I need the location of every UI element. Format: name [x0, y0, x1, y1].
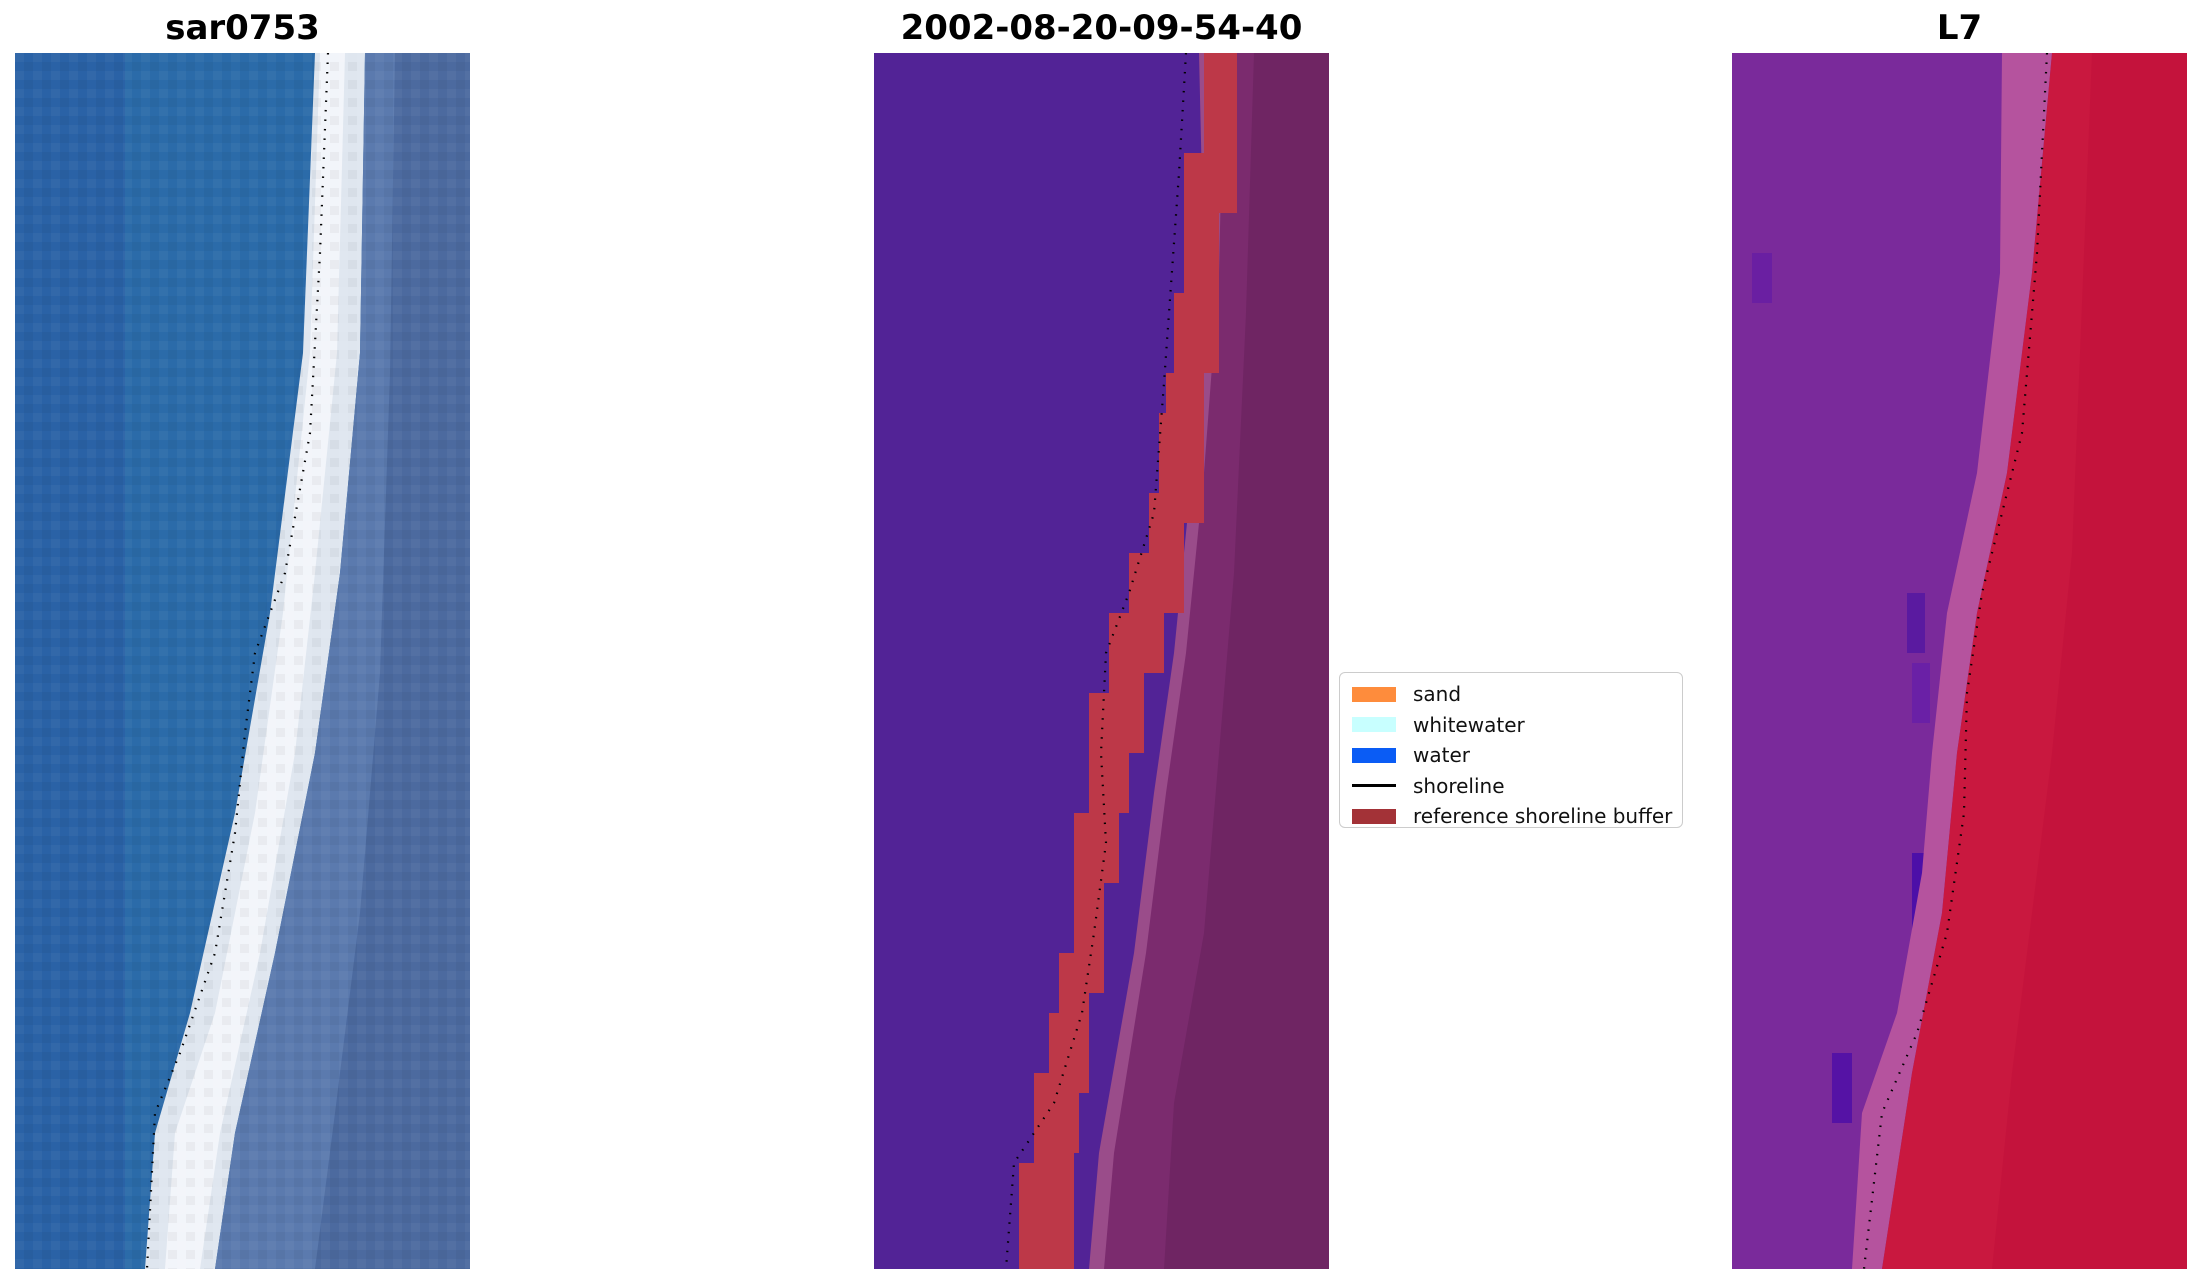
legend-label: water — [1413, 743, 1470, 768]
rgb-image — [15, 53, 470, 1269]
legend-item-shoreline: shoreline — [1352, 771, 1670, 802]
legend-item-water: water — [1352, 740, 1670, 771]
legend-item-whitewater: whitewater — [1352, 710, 1670, 741]
classified-image-panel — [874, 53, 1329, 1269]
index-image-panel — [1732, 53, 2187, 1269]
panel-title-index: L7 — [1936, 8, 1983, 48]
index-image — [1732, 53, 2187, 1269]
panel-title-rgb: sar0753 — [165, 8, 320, 48]
panel-title-date: 2002-08-20-09-54-40 — [900, 8, 1303, 48]
classified-image — [874, 53, 1329, 1269]
legend-swatch-water — [1352, 747, 1396, 763]
legend-label: sand — [1413, 682, 1462, 707]
legend-label: reference shoreline buffer — [1413, 804, 1673, 829]
legend-label: shoreline — [1413, 773, 1505, 798]
legend-swatch-shoreline — [1352, 784, 1396, 788]
legend-item-reference-buffer: reference shoreline buffer — [1352, 801, 1673, 832]
legend-swatch-reference-buffer — [1352, 808, 1396, 824]
rgb-image-panel — [15, 53, 470, 1269]
legend: sand whitewater water shoreline referenc… — [1339, 672, 1683, 828]
legend-swatch-sand — [1352, 686, 1396, 702]
legend-label: whitewater — [1413, 712, 1525, 737]
legend-swatch-whitewater — [1352, 717, 1396, 733]
legend-item-sand: sand — [1352, 679, 1670, 710]
